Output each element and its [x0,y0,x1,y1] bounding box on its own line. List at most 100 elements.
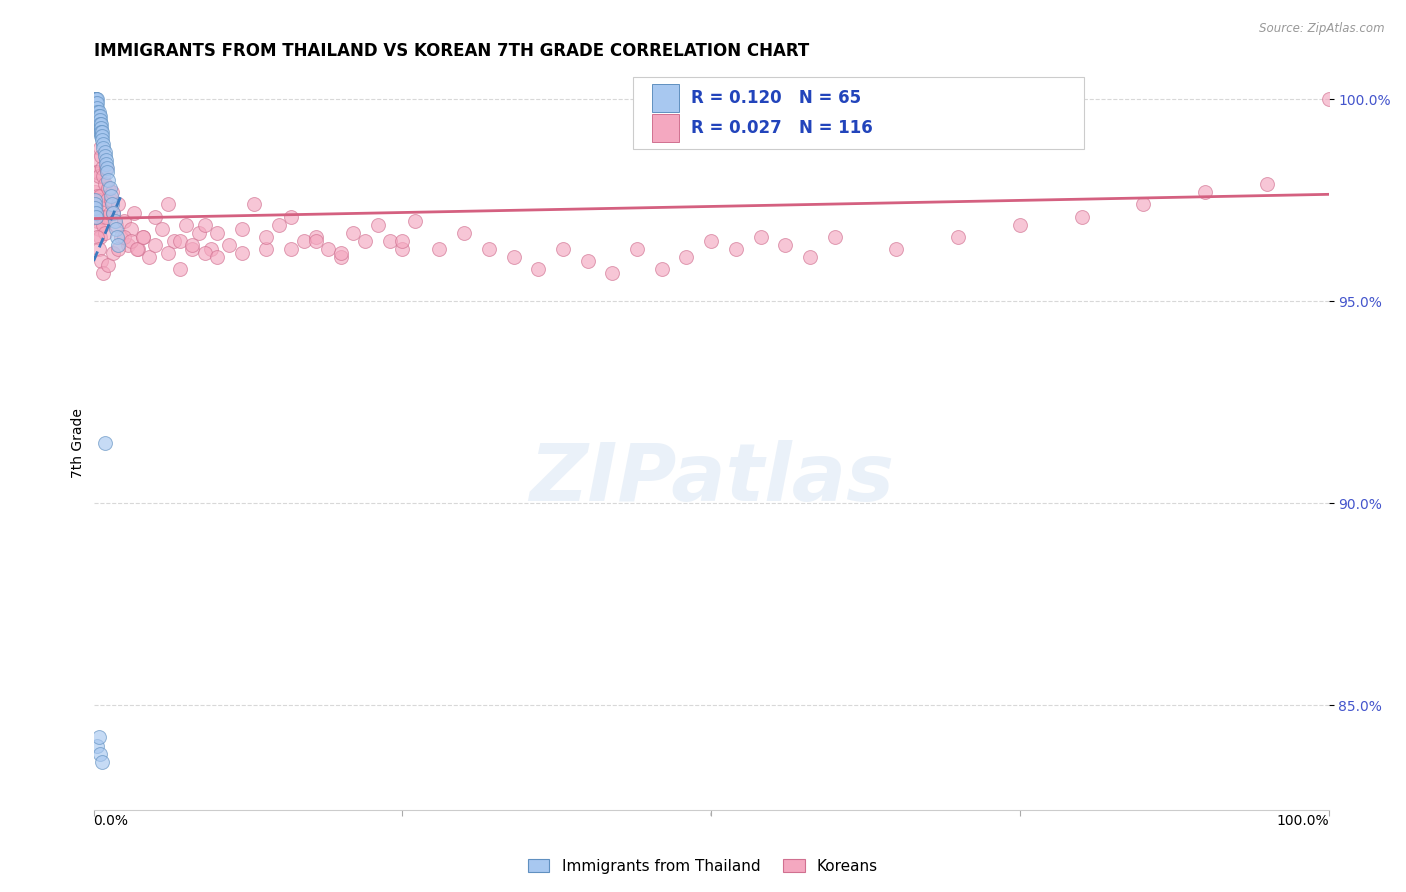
Point [329,246,352,260]
FancyBboxPatch shape [652,113,679,142]
Point [89,229,111,244]
Point [96,194,118,208]
Point [90,125,112,139]
Point [97,258,120,272]
Point [773,237,796,252]
Point [86,112,108,127]
Point [97,173,120,187]
Point [89,189,111,203]
Point [169,234,191,248]
Point [231,221,253,235]
Point [886,242,908,256]
Point [98,181,121,195]
Point [90,202,112,216]
Point [84,92,107,106]
Point [367,218,389,232]
Point [256,242,278,256]
Point [83,96,105,111]
Point [84,92,107,106]
Point [93,266,115,280]
Point [132,229,155,244]
Text: 100.0%: 100.0% [1277,814,1329,828]
Point [83,194,105,208]
Point [83,92,105,106]
Point [86,92,108,106]
Point [97,181,120,195]
Point [799,250,821,264]
Point [87,242,110,256]
Text: R = 0.120   N = 65: R = 0.120 N = 65 [692,89,862,107]
Point [127,242,149,256]
Point [91,755,114,769]
Point [429,242,451,256]
Point [84,104,107,119]
Point [1008,218,1031,232]
Point [87,112,110,127]
Point [93,218,115,232]
Point [143,210,166,224]
Point [502,250,524,264]
Point [87,221,110,235]
Y-axis label: 7th Grade: 7th Grade [72,408,86,477]
Point [84,210,107,224]
Point [91,210,114,224]
Point [243,197,266,211]
Point [96,161,118,175]
Point [103,213,125,227]
Point [87,117,110,131]
Point [103,205,125,219]
Point [651,262,673,277]
Point [120,234,142,248]
Point [103,246,125,260]
Point [86,739,108,753]
Point [218,237,240,252]
Point [391,234,413,248]
Point [83,92,105,106]
Point [104,218,127,232]
Point [89,141,111,155]
Point [174,218,197,232]
Point [114,229,136,244]
Point [205,250,228,264]
Point [94,153,117,167]
Point [94,161,117,175]
Point [125,242,148,256]
Point [200,242,222,256]
Point [163,234,186,248]
Point [90,149,112,163]
Point [1317,92,1340,106]
FancyBboxPatch shape [633,77,1084,149]
Point [138,250,160,264]
Point [84,210,107,224]
Point [86,189,108,203]
Point [83,186,105,200]
Point [83,197,105,211]
Point [478,242,501,256]
Point [107,237,129,252]
Point [87,194,110,208]
Point [93,226,115,240]
Point [93,435,115,450]
Point [84,92,107,106]
Point [91,128,114,143]
Point [143,237,166,252]
Point [453,226,475,240]
Point [89,109,111,123]
Point [87,104,110,119]
Point [280,210,302,224]
Point [117,237,139,252]
Point [86,104,108,119]
Point [150,221,173,235]
Point [86,96,108,111]
Point [169,262,191,277]
Point [107,197,129,211]
Point [83,92,105,106]
Text: Source: ZipAtlas.com: Source: ZipAtlas.com [1260,22,1385,36]
Point [205,226,228,240]
Point [576,254,599,268]
Point [87,731,110,745]
Point [87,120,110,135]
Point [83,165,105,179]
Point [86,165,108,179]
Point [91,125,114,139]
